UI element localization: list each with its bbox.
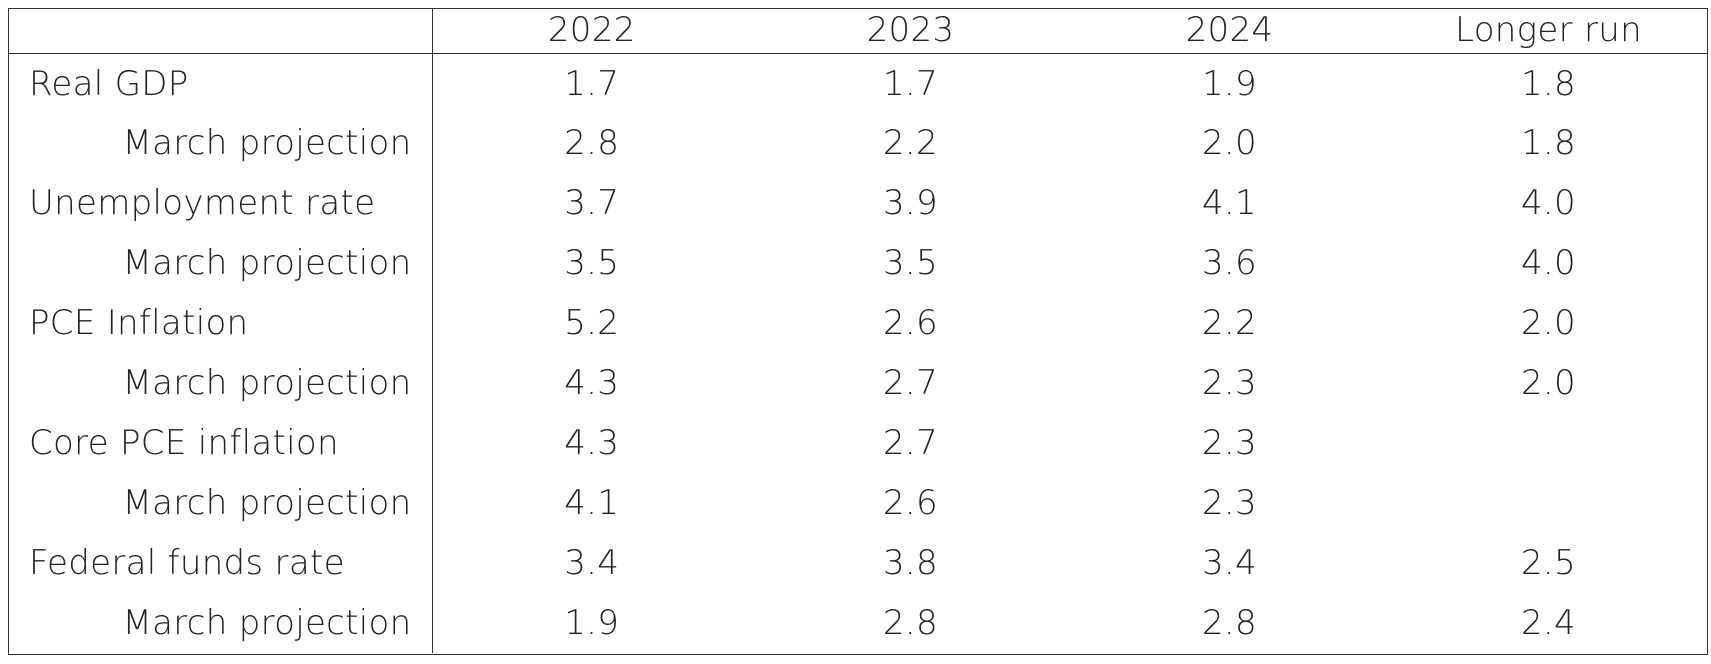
value-cell-longer-run: 2.0 — [1521, 363, 1576, 403]
value-cell-2022: 3.7 — [564, 183, 620, 223]
row-label-core-pce-inflation: Core PCE inflation — [8, 413, 433, 473]
row-label-sub: March projection — [8, 593, 433, 653]
value-cell-2023: 3.5 — [883, 243, 938, 283]
table-header: 2022 2023 2024 Longer run — [8, 8, 1708, 54]
value-cell-2024: 2.3 — [1202, 483, 1257, 523]
value-cell-2024: 4.1 — [1202, 183, 1257, 223]
value-cell-2023: 3.9 — [883, 183, 938, 223]
value-cell-2022: 3.4 — [564, 543, 620, 583]
value-cell-2022: 4.1 — [564, 483, 620, 523]
table-row: March projection 3.5 3.5 3.6 4.0 — [8, 233, 1708, 293]
value-cell-2023: 2.6 — [883, 483, 938, 523]
value-cell-longer-run — [1389, 473, 1708, 533]
value-cell-2024: 2.8 — [1202, 603, 1257, 643]
table-row: March projection 4.3 2.7 2.3 2.0 — [8, 353, 1708, 413]
value-cell-2023: 2.6 — [883, 303, 938, 343]
row-label-federal-funds-rate: Federal funds rate — [8, 533, 433, 593]
table-row: PCE Inflation 5.2 2.6 2.2 2.0 — [8, 293, 1708, 353]
value-cell-longer-run: 2.0 — [1521, 303, 1576, 343]
table-body: Real GDP 1.7 1.7 1.9 1.8 March projection 2.8 2… — [8, 53, 1708, 653]
value-cell-2024: 3.4 — [1202, 543, 1257, 583]
row-label-sub: March projection — [8, 233, 433, 293]
table-row: March projection 2.8 2.2 2.0 1.8 — [8, 113, 1708, 173]
column-header-2023: 2023 — [751, 8, 1070, 54]
value-cell-longer-run: 4.0 — [1521, 243, 1576, 283]
value-cell-longer-run: 1.8 — [1521, 123, 1576, 163]
value-cell-2023: 2.8 — [883, 603, 938, 643]
column-header-longer-run: Longer run — [1389, 8, 1708, 54]
value-cell-2022: 5.2 — [564, 303, 620, 343]
value-cell-2022: 4.3 — [564, 363, 620, 403]
value-cell-2022: 3.5 — [564, 243, 620, 283]
table-row: Unemployment rate 3.7 3.9 4.1 4.0 — [8, 173, 1708, 233]
value-cell-2023: 3.8 — [883, 543, 938, 583]
row-label-sub: March projection — [8, 353, 433, 413]
row-label-pce-inflation: PCE Inflation — [8, 293, 433, 353]
value-cell-2023: 2.7 — [883, 423, 938, 463]
row-label-unemployment-rate: Unemployment rate — [8, 173, 433, 233]
value-cell-2024: 3.6 — [1202, 243, 1257, 283]
table-row: Core PCE inflation 4.3 2.7 2.3 — [8, 413, 1708, 473]
column-header-2024: 2024 — [1070, 8, 1389, 54]
value-cell-2024: 2.3 — [1202, 363, 1257, 403]
header-corner-cell — [8, 8, 433, 54]
value-cell-2023: 1.7 — [883, 64, 938, 105]
value-cell-2022: 4.3 — [564, 423, 620, 463]
table-row: Federal funds rate 3.4 3.8 3.4 2.5 — [8, 533, 1708, 593]
value-cell-longer-run: 4.0 — [1521, 183, 1576, 223]
row-label-sub: March projection — [8, 473, 433, 533]
projections-table: 2022 2023 2024 Longer run Real GDP 1.7 1.7… — [8, 8, 1708, 653]
table-row: March projection 4.1 2.6 2.3 — [8, 473, 1708, 533]
value-cell-2023: 2.2 — [883, 123, 938, 163]
value-cell-longer-run: 2.5 — [1521, 543, 1576, 583]
value-cell-2022: 1.9 — [564, 603, 620, 643]
value-cell-longer-run: 1.8 — [1521, 64, 1576, 105]
value-cell-2022: 1.7 — [564, 64, 620, 105]
value-cell-2022: 2.8 — [564, 123, 620, 163]
value-cell-longer-run — [1389, 413, 1708, 473]
value-cell-2023: 2.7 — [883, 363, 938, 403]
value-cell-longer-run: 2.4 — [1521, 603, 1576, 643]
header-row: 2022 2023 2024 Longer run — [8, 8, 1708, 54]
table-row: March projection 1.9 2.8 2.8 2.4 — [8, 593, 1708, 653]
value-cell-2024: 2.3 — [1202, 423, 1257, 463]
table-row: Real GDP 1.7 1.7 1.9 1.8 — [8, 53, 1708, 113]
row-label-sub: March projection — [8, 113, 433, 173]
value-cell-2024: 2.0 — [1202, 123, 1257, 163]
row-label-real-gdp: Real GDP — [8, 53, 433, 113]
value-cell-2024: 1.9 — [1202, 64, 1257, 105]
column-header-2022: 2022 — [432, 8, 751, 54]
value-cell-2024: 2.2 — [1202, 303, 1257, 343]
